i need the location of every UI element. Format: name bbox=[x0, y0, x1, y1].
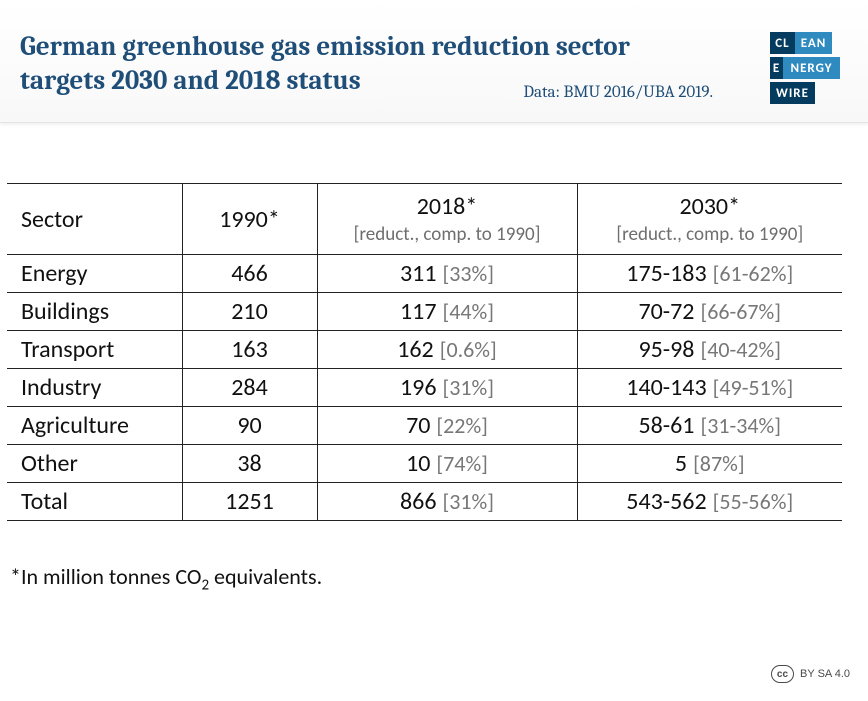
col-header-label: Sector bbox=[21, 205, 83, 234]
col-header-2030: 2030* [reduct., comp. to 1990] bbox=[577, 184, 842, 255]
cell-2030: 70-72[66-67%] bbox=[577, 293, 842, 331]
cell-2018: 866[31%] bbox=[317, 483, 577, 521]
cell-2030: 140-143[49-51%] bbox=[577, 369, 842, 407]
cc-icon: cc bbox=[771, 665, 794, 683]
col-header-sector: Sector bbox=[7, 184, 182, 255]
col-header-2018: 2018* [reduct., comp. to 1990] bbox=[317, 184, 577, 255]
cell-sector: Transport bbox=[7, 331, 182, 369]
cell-sector: Energy bbox=[7, 255, 182, 293]
license-badge: cc BY SA 4.0 bbox=[771, 665, 850, 683]
logo-segment: EAN bbox=[795, 32, 832, 54]
footnote-text: *In million tonnes CO bbox=[10, 563, 201, 590]
table-row: Transport163162[0.6%]95-98[40-42%] bbox=[7, 331, 842, 369]
col-header-label: 1990* bbox=[219, 205, 280, 234]
cell-2018: 117[44%] bbox=[317, 293, 577, 331]
table-row: Energy466311[33%]175-183[61-62%] bbox=[7, 255, 842, 293]
cell-2030: 543-562[55-56%] bbox=[577, 483, 842, 521]
col-header-label: 2018* bbox=[417, 192, 478, 221]
footnote-subscript: 2 bbox=[201, 576, 209, 594]
cell-1990: 466 bbox=[182, 255, 317, 293]
cell-1990: 210 bbox=[182, 293, 317, 331]
cell-sector: Total bbox=[7, 483, 182, 521]
footnote: *In million tonnes CO2 equivalents. bbox=[0, 521, 868, 594]
cell-2030: 95-98[40-42%] bbox=[577, 331, 842, 369]
cell-sector: Agriculture bbox=[7, 407, 182, 445]
table-row: Other3810[74%]5[87%] bbox=[7, 445, 842, 483]
col-subheader: [reduct., comp. to 1990] bbox=[584, 223, 837, 246]
logo-segment: E bbox=[770, 57, 783, 79]
cell-sector: Buildings bbox=[7, 293, 182, 331]
cell-2018: 10[74%] bbox=[317, 445, 577, 483]
col-header-label: 2030* bbox=[679, 192, 740, 221]
cell-1990: 163 bbox=[182, 331, 317, 369]
cell-1990: 38 bbox=[182, 445, 317, 483]
logo-segment: WIRE bbox=[770, 82, 815, 104]
header: German greenhouse gas emission reduction… bbox=[0, 0, 868, 123]
cell-sector: Industry bbox=[7, 369, 182, 407]
data-source: Data: BMU 2016/UBA 2019. bbox=[523, 83, 713, 102]
cell-2018: 196[31%] bbox=[317, 369, 577, 407]
cell-2018: 162[0.6%] bbox=[317, 331, 577, 369]
cell-sector: Other bbox=[7, 445, 182, 483]
cell-1990: 1251 bbox=[182, 483, 317, 521]
cell-2018: 311[33%] bbox=[317, 255, 577, 293]
brand-logo: CL EAN E NERGY WIRE bbox=[770, 32, 840, 104]
cell-2030: 175-183[61-62%] bbox=[577, 255, 842, 293]
cell-2030: 58-61[31-34%] bbox=[577, 407, 842, 445]
col-subheader: [reduct., comp. to 1990] bbox=[324, 223, 571, 246]
table-row: Buildings210117[44%]70-72[66-67%] bbox=[7, 293, 842, 331]
table-row: Agriculture9070[22%]58-61[31-34%] bbox=[7, 407, 842, 445]
emissions-table: Sector 1990* 2018* [reduct., comp. to 19… bbox=[7, 183, 842, 521]
license-text: BY SA 4.0 bbox=[800, 668, 850, 680]
logo-segment: NERGY bbox=[783, 57, 840, 79]
table-row: Industry284196[31%]140-143[49-51%] bbox=[7, 369, 842, 407]
cell-2030: 5[87%] bbox=[577, 445, 842, 483]
logo-segment: CL bbox=[770, 32, 795, 54]
cell-2018: 70[22%] bbox=[317, 407, 577, 445]
emissions-table-container: Sector 1990* 2018* [reduct., comp. to 19… bbox=[0, 123, 868, 521]
col-header-1990: 1990* bbox=[182, 184, 317, 255]
cell-1990: 284 bbox=[182, 369, 317, 407]
cell-1990: 90 bbox=[182, 407, 317, 445]
table-row: Total1251866[31%]543-562[55-56%] bbox=[7, 483, 842, 521]
footnote-text: equivalents. bbox=[209, 563, 322, 590]
